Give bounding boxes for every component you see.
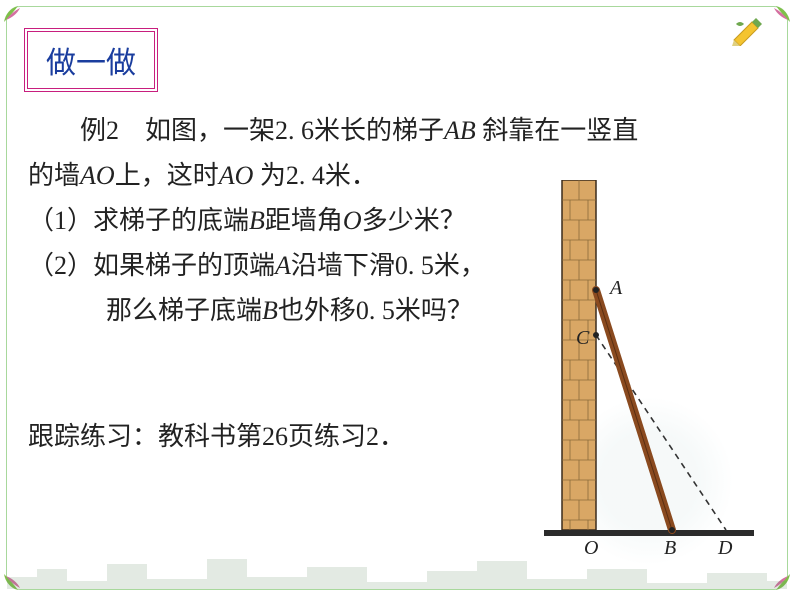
text: 多少米？ — [362, 206, 466, 235]
label-C: C — [576, 327, 590, 349]
var-O: O — [343, 206, 362, 235]
var-A: A — [275, 251, 291, 280]
text: （2）如果梯子的顶端 — [28, 251, 275, 280]
text: 为2. 4米． — [253, 161, 377, 190]
skyline-decoration — [7, 549, 787, 589]
var-B: B — [249, 206, 265, 235]
text: 斜靠在一竖直 — [476, 116, 639, 145]
text: 例2 如图，一架2. 6米长的梯子 — [80, 116, 444, 145]
text: 沿墙下滑0. 5米， — [291, 251, 486, 280]
section-title: 做一做 — [24, 28, 158, 92]
corner-leaf-tl — [2, 2, 24, 24]
corner-leaf-tr — [770, 2, 792, 24]
pencil-icon — [730, 16, 764, 46]
label-A: A — [608, 277, 623, 299]
text: （1）求梯子的底端 — [28, 206, 249, 235]
text: 上，这时 — [115, 161, 219, 190]
var-AO2: AO — [219, 161, 254, 190]
text: 那么梯子底端 — [106, 296, 262, 325]
var-B2: B — [262, 296, 278, 325]
problem-intro-line1: 例2 如图，一架2. 6米长的梯子AB 斜靠在一竖直 — [28, 110, 766, 153]
var-AO: AO — [80, 161, 115, 190]
text: 的墙 — [28, 161, 80, 190]
text: 也外移0. 5米吗？ — [278, 296, 473, 325]
text: 距墙角 — [265, 206, 343, 235]
ladder-diagram: A C O B D — [514, 180, 754, 560]
var-AB: AB — [444, 116, 476, 145]
